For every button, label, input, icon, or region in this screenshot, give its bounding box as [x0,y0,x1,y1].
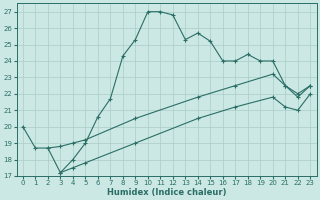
X-axis label: Humidex (Indice chaleur): Humidex (Indice chaleur) [107,188,226,197]
